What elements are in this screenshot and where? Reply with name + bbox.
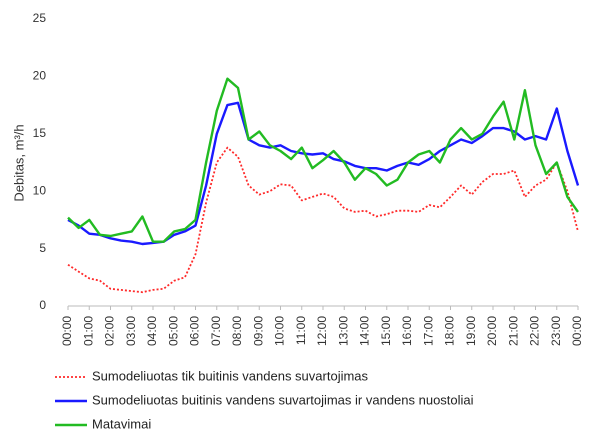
- x-tick-label: 20:00: [485, 316, 499, 346]
- series-line: [67, 77, 579, 243]
- y-tick-label: 0: [39, 298, 46, 312]
- y-tick-label: 10: [33, 183, 47, 197]
- x-tick-label: 03:00: [124, 316, 138, 346]
- x-tick-label: 18:00: [443, 316, 457, 346]
- legend-label: Sumodeliuotas buitinis vandens suvartoji…: [92, 392, 474, 407]
- x-tick-label: 05:00: [166, 316, 180, 346]
- y-axis-label: Debitas, m³/h: [11, 124, 26, 201]
- x-tick-label: 07:00: [209, 316, 223, 346]
- x-tick-label: 19:00: [464, 316, 478, 346]
- x-tick-label: 13:00: [336, 316, 350, 346]
- x-tick-label: 08:00: [230, 316, 244, 346]
- y-tick-label: 20: [33, 69, 47, 83]
- x-tick-label: 10:00: [273, 316, 287, 346]
- x-tick-label: 06:00: [188, 316, 202, 346]
- x-tick-label: 01:00: [81, 316, 95, 346]
- y-tick-label: 5: [39, 241, 46, 255]
- series-line: [67, 146, 579, 294]
- x-tick-label: 14:00: [358, 316, 372, 346]
- x-tick-label: 17:00: [421, 316, 435, 346]
- x-tick-label: 00:00: [60, 316, 74, 346]
- x-tick-label: 11:00: [294, 316, 308, 345]
- legend-label: Matavimai: [92, 416, 151, 431]
- x-tick-label: 21:00: [506, 316, 520, 346]
- y-tick-label: 25: [33, 11, 47, 25]
- y-tick-label: 15: [33, 126, 47, 140]
- x-tick-label: 12:00: [315, 316, 329, 346]
- x-tick-label: 04:00: [145, 316, 159, 346]
- x-tick-label: 23:00: [549, 316, 563, 346]
- legend-label: Sumodeliuotas tik buitinis vandens suvar…: [92, 368, 369, 383]
- x-tick-label: 02:00: [103, 316, 117, 346]
- x-tick-label: 15:00: [379, 316, 393, 346]
- x-tick-label: 00:00: [570, 316, 584, 346]
- x-tick-label: 22:00: [528, 316, 542, 346]
- x-tick-label: 09:00: [251, 316, 265, 346]
- x-tick-label: 16:00: [400, 316, 414, 346]
